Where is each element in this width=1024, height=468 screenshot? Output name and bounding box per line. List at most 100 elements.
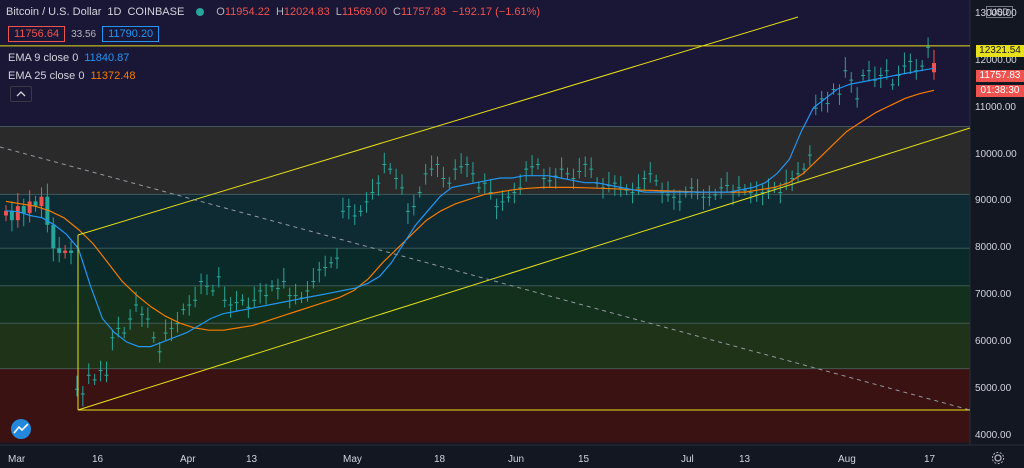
candle-body [713, 194, 718, 196]
candle-body [240, 299, 245, 301]
symbol-name[interactable]: Bitcoin / U.S. Dollar [6, 6, 102, 18]
candle-body [701, 196, 706, 198]
candle-body [890, 84, 895, 86]
candle-body [589, 168, 594, 170]
candle-body [553, 175, 558, 177]
candle-body [429, 168, 434, 170]
ema25-legend[interactable]: EMA 25 close 0 11372.48 [8, 70, 136, 82]
candle-body [760, 192, 765, 194]
candle-body [4, 210, 8, 216]
candle-body [547, 180, 552, 182]
candle-body [447, 182, 452, 184]
candle-body [807, 154, 812, 156]
candle-body [187, 304, 192, 306]
candle-body [122, 332, 127, 334]
ema25-value: 11372.48 [90, 70, 136, 82]
buy-button[interactable]: 11790.20 [102, 26, 160, 42]
trade-panel: 11756.64 33.56 11790.20 [8, 26, 160, 42]
candle-body [382, 163, 387, 165]
collapse-legend-button[interactable] [10, 86, 32, 102]
candle-body [346, 206, 351, 208]
gear-icon [991, 451, 1005, 465]
ohlc-high: H12024.83 [275, 6, 330, 18]
candle-body [388, 168, 393, 170]
candle-body [323, 267, 328, 268]
candle-body [234, 302, 239, 304]
candle-body [228, 304, 233, 306]
candle-body [33, 201, 38, 207]
candle-body [423, 173, 428, 175]
candle-body [612, 182, 617, 184]
candle-body [134, 304, 139, 306]
candle-body [329, 262, 334, 264]
candle-body [74, 388, 79, 390]
candle-body [459, 166, 464, 168]
candle-body [453, 168, 458, 170]
candle-body [666, 194, 671, 196]
candle-body [742, 189, 747, 191]
candle-body [169, 327, 174, 329]
candle-body [470, 173, 475, 175]
candle-body [199, 281, 204, 283]
candle-body [151, 337, 156, 339]
time-tick: May [343, 454, 362, 465]
interval-label[interactable]: 1D [107, 6, 122, 18]
ema9-value: 11840.87 [84, 52, 130, 64]
candle-body [394, 178, 399, 179]
candle-body [39, 196, 44, 207]
time-tick: 17 [924, 454, 936, 465]
candle-body [801, 168, 806, 170]
price-tick: 5000.00 [975, 382, 1012, 394]
candle-body [813, 107, 818, 109]
candle-body [819, 98, 824, 100]
candle-body [482, 182, 487, 184]
candle-body [831, 89, 836, 90]
candle-body [358, 210, 363, 212]
candle-body [175, 323, 180, 325]
ema9-line [5, 67, 935, 348]
time-tick: 18 [434, 454, 446, 465]
sell-button[interactable]: 11756.64 [8, 26, 66, 42]
candle-body [920, 65, 925, 67]
candle-body [441, 178, 446, 179]
ohlc-open: O11954.22 [216, 6, 270, 18]
currency-label[interactable]: USD [986, 6, 1014, 18]
settings-button[interactable] [990, 451, 1006, 465]
candle-body [275, 288, 280, 290]
candle-body [340, 210, 345, 212]
symbol-header: Bitcoin / U.S. Dollar 1D COINBASE O11954… [6, 6, 540, 18]
time-tick: 13 [739, 454, 751, 465]
ema9-legend[interactable]: EMA 9 close 0 11840.87 [8, 52, 129, 64]
candle-body [317, 269, 322, 271]
candle-body [116, 327, 121, 329]
candle-body [400, 187, 405, 189]
candle-body [583, 163, 588, 165]
candle-body [69, 250, 74, 253]
candle-body [488, 192, 493, 194]
candle-body [541, 178, 546, 179]
candle-body [281, 281, 286, 283]
fib-zone-1 [0, 194, 970, 249]
candle-body [252, 299, 257, 301]
candle-body [855, 98, 860, 100]
candle-body [725, 185, 730, 187]
candle-body [335, 257, 340, 259]
time-tick: 15 [578, 454, 590, 465]
upper-zone [0, 0, 970, 127]
candle-body [435, 163, 440, 165]
candle-body [216, 276, 221, 278]
tradingview-logo[interactable] [8, 418, 34, 440]
candle-body [417, 192, 422, 194]
candle-body [896, 74, 901, 76]
candle-body [57, 248, 62, 253]
candle-body [63, 250, 68, 253]
candle-body [163, 332, 168, 334]
ohlc-low: L11569.00 [335, 6, 387, 18]
candle-body [264, 295, 269, 297]
ema25-label: EMA 25 close 0 [8, 70, 85, 82]
candle-body [790, 178, 795, 179]
time-tick: Apr [180, 454, 196, 465]
candle-body [506, 196, 511, 198]
candle-body [577, 170, 582, 172]
